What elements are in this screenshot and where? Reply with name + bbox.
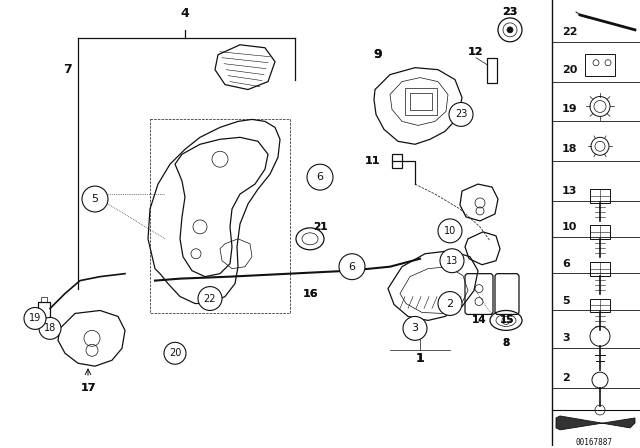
Text: 14: 14 — [472, 315, 486, 325]
Circle shape — [507, 27, 513, 33]
Bar — [487, 58, 497, 82]
Text: 23: 23 — [502, 7, 518, 17]
Bar — [150, 120, 290, 314]
Text: 11: 11 — [364, 156, 380, 166]
Text: 8: 8 — [502, 338, 509, 348]
Text: 7: 7 — [63, 63, 72, 76]
Text: 3: 3 — [562, 333, 570, 343]
Circle shape — [39, 318, 61, 339]
Text: 6: 6 — [317, 172, 323, 182]
Text: 10: 10 — [444, 226, 456, 236]
Text: 20: 20 — [169, 348, 181, 358]
Circle shape — [449, 103, 473, 126]
Text: 6: 6 — [562, 258, 570, 269]
Text: 19: 19 — [562, 104, 578, 114]
Circle shape — [403, 316, 427, 340]
Text: 21: 21 — [313, 222, 327, 232]
Text: 15: 15 — [500, 315, 515, 325]
Text: 5: 5 — [562, 296, 570, 306]
Text: 12: 12 — [467, 47, 483, 57]
Text: 9: 9 — [374, 48, 382, 61]
Text: 1: 1 — [415, 352, 424, 365]
Text: 2: 2 — [562, 373, 570, 383]
Circle shape — [24, 307, 46, 329]
Text: 21: 21 — [313, 222, 327, 232]
Bar — [392, 154, 402, 168]
Text: 1: 1 — [415, 352, 424, 365]
Text: 17: 17 — [80, 383, 96, 393]
Bar — [405, 87, 437, 116]
Text: 14: 14 — [472, 315, 486, 325]
Bar — [410, 93, 432, 111]
Bar — [590, 225, 610, 239]
Bar — [590, 298, 610, 312]
Text: 2: 2 — [447, 298, 454, 309]
Text: 5: 5 — [92, 194, 99, 204]
Text: 8: 8 — [502, 338, 509, 348]
Circle shape — [82, 186, 108, 212]
Text: 4: 4 — [180, 8, 189, 21]
Bar — [41, 297, 47, 302]
Bar — [38, 302, 50, 319]
Circle shape — [164, 342, 186, 364]
Circle shape — [339, 254, 365, 280]
Polygon shape — [556, 416, 635, 430]
Text: 6: 6 — [349, 262, 355, 271]
Text: 15: 15 — [500, 315, 515, 325]
Circle shape — [438, 292, 462, 315]
Text: 17: 17 — [80, 383, 96, 393]
Text: 13: 13 — [562, 186, 577, 196]
Text: 10: 10 — [562, 222, 577, 232]
Circle shape — [440, 249, 464, 273]
Text: 23: 23 — [502, 7, 518, 17]
Text: 19: 19 — [29, 314, 41, 323]
Text: 18: 18 — [44, 323, 56, 333]
Circle shape — [198, 287, 222, 310]
Text: 16: 16 — [302, 289, 318, 298]
Bar — [590, 189, 610, 203]
Text: 23: 23 — [455, 109, 467, 120]
Text: 9: 9 — [374, 48, 382, 61]
Text: 22: 22 — [204, 293, 216, 304]
Circle shape — [438, 219, 462, 243]
Text: 22: 22 — [562, 27, 577, 37]
Text: 20: 20 — [562, 65, 577, 75]
Text: 16: 16 — [302, 289, 318, 298]
Text: 13: 13 — [446, 256, 458, 266]
Bar — [590, 262, 610, 276]
Text: 3: 3 — [412, 323, 419, 333]
Bar — [585, 54, 615, 76]
Circle shape — [307, 164, 333, 190]
Text: 12: 12 — [467, 47, 483, 57]
Text: 11: 11 — [364, 156, 380, 166]
Text: 00167887: 00167887 — [575, 438, 612, 447]
Text: 18: 18 — [562, 144, 577, 154]
